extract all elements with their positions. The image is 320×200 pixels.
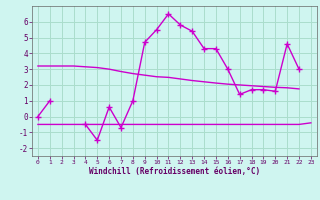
X-axis label: Windchill (Refroidissement éolien,°C): Windchill (Refroidissement éolien,°C) (89, 167, 260, 176)
